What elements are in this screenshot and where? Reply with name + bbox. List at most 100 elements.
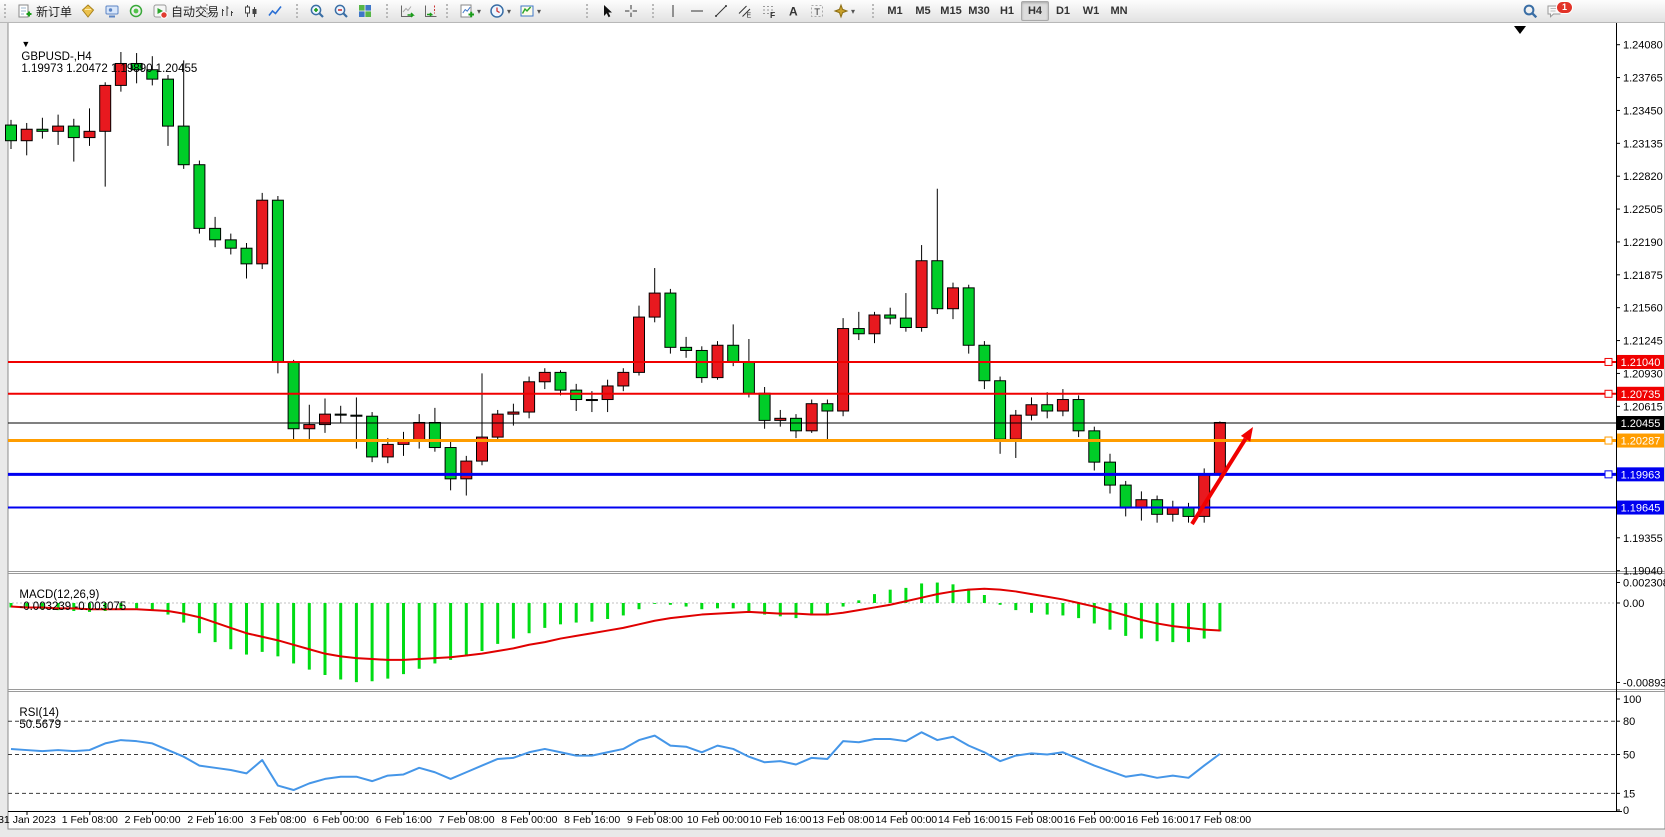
rsi-axis-label: 100 xyxy=(1623,694,1641,706)
chart-canvas[interactable]: 1.21040 1.20735 1.20455 1.20287 1.19963 1.196… xyxy=(0,22,1665,837)
candle-body xyxy=(915,260,928,329)
candle-body xyxy=(83,130,96,139)
candle xyxy=(20,122,33,156)
candle xyxy=(695,346,708,383)
chat-button[interactable]: 1 xyxy=(1542,0,1573,22)
fibonacci-button[interactable]: F xyxy=(757,0,781,22)
pane-separator[interactable] xyxy=(8,571,1665,572)
candle-body xyxy=(664,292,677,348)
macd-indicator-label: MACD(12,26,9) -0.003239 -0.003075 xyxy=(13,577,126,613)
zoom-out-button[interactable] xyxy=(329,0,353,22)
timeframe-h1[interactable]: H1 xyxy=(999,5,1015,17)
terminal-button[interactable] xyxy=(100,0,124,22)
new-order-button[interactable]: 新订单 xyxy=(13,0,76,22)
candlestick-chart-button[interactable] xyxy=(239,0,263,22)
search-button[interactable] xyxy=(1518,0,1542,22)
zoom-in-button[interactable] xyxy=(305,0,329,22)
candle xyxy=(1041,392,1054,419)
candle-body xyxy=(36,128,49,132)
arrow-objects-icon xyxy=(833,3,849,19)
candle xyxy=(366,412,379,463)
chart-symbol: GBPUSD-,H4 xyxy=(21,51,92,63)
market-watch-button[interactable] xyxy=(76,0,100,22)
price-level-badge xyxy=(1617,354,1664,369)
candle-body xyxy=(931,260,944,310)
line-handle[interactable] xyxy=(1604,357,1613,366)
price-axis-label: 1.22190 xyxy=(1623,237,1663,249)
candle-body xyxy=(99,84,112,132)
pane-separator[interactable] xyxy=(8,689,1665,690)
candle xyxy=(915,245,928,332)
candle xyxy=(805,399,818,433)
candle-body xyxy=(790,417,802,432)
price-axis-label: 1.22820 xyxy=(1623,171,1663,183)
time-axis-label: 14 Feb 16:00 xyxy=(938,814,1000,826)
arrow-objects-button[interactable]: ▾ xyxy=(829,0,859,22)
chart-shift-marker[interactable] xyxy=(1514,26,1526,34)
candle-body xyxy=(428,421,441,449)
candle xyxy=(868,311,881,344)
candle xyxy=(664,288,677,354)
channel-button[interactable]: E xyxy=(733,0,757,22)
templates-button[interactable]: ▾ xyxy=(515,0,545,22)
timeframe-m30[interactable]: M30 xyxy=(968,5,990,17)
candle-body xyxy=(852,328,865,335)
crosshair-button[interactable] xyxy=(619,0,643,22)
timeframe-m1[interactable]: M1 xyxy=(887,5,903,17)
time-axis-label: 16 Feb 00:00 xyxy=(1064,814,1126,826)
candle-body xyxy=(774,417,787,421)
line-handle[interactable] xyxy=(1604,389,1613,398)
timeframe-d1[interactable]: D1 xyxy=(1055,5,1071,17)
arrow-annotation-head[interactable] xyxy=(1240,427,1253,442)
line-chart-button[interactable] xyxy=(263,0,287,22)
candle xyxy=(114,52,127,92)
timeframe-m15[interactable]: M15 xyxy=(940,5,962,17)
zoom-in-icon xyxy=(309,3,325,19)
price-level-badge-text: 1.20455 xyxy=(1621,418,1661,430)
new-chart-button[interactable]: ▾ xyxy=(455,0,485,22)
signal-icon xyxy=(128,3,144,19)
clock-icon xyxy=(489,3,505,19)
candle-body xyxy=(130,62,143,71)
price-level-badge-text: 1.21040 xyxy=(1621,357,1661,369)
periods-button[interactable]: ▾ xyxy=(485,0,515,22)
candle-body xyxy=(947,287,959,310)
pane-separator[interactable] xyxy=(8,573,1665,574)
candle xyxy=(837,318,850,417)
timeframe-toolbar: M1 M5 M15 M30 H1 H4 D1 W1 MN xyxy=(872,0,1133,22)
line-handle[interactable] xyxy=(1604,470,1613,479)
timeframe-h4[interactable]: H4 xyxy=(1021,1,1049,21)
candle xyxy=(146,56,159,86)
macd-axis-label: 0.002308 xyxy=(1623,577,1665,589)
candle xyxy=(554,370,567,396)
timeframe-mn[interactable]: MN xyxy=(1110,5,1128,17)
price-axis-label: 1.21560 xyxy=(1623,303,1663,315)
text-label-button[interactable]: T xyxy=(805,0,829,22)
bar-chart-button[interactable] xyxy=(215,0,239,22)
tile-windows-button[interactable] xyxy=(353,0,377,22)
vertical-line-button[interactable] xyxy=(661,0,685,22)
text-button[interactable]: A xyxy=(781,0,805,22)
trendline-button[interactable] xyxy=(709,0,733,22)
pane-separator[interactable] xyxy=(8,691,1665,692)
price-level-badge xyxy=(1617,467,1664,482)
chart-shift-button[interactable] xyxy=(419,0,443,22)
horizontal-line-button[interactable] xyxy=(685,0,709,22)
candle-body xyxy=(319,413,331,426)
vline-icon xyxy=(665,3,681,19)
svg-text:E: E xyxy=(747,13,752,20)
candle xyxy=(177,60,190,169)
one-click-toggle-icon[interactable]: ▼ xyxy=(21,39,31,49)
candle xyxy=(617,368,630,392)
signals-button[interactable] xyxy=(124,0,148,22)
timeframe-w1[interactable]: W1 xyxy=(1082,5,1100,17)
cursor-button[interactable] xyxy=(595,0,619,22)
auto-scroll-button[interactable] xyxy=(395,0,419,22)
price-axis-label: 1.23765 xyxy=(1623,73,1663,85)
price-level-badge-text: 1.20287 xyxy=(1621,436,1661,448)
candle-body xyxy=(224,239,237,249)
arrow-annotation[interactable] xyxy=(1190,437,1248,526)
line-handle[interactable] xyxy=(1604,436,1613,445)
time-axis-label: 10 Feb 00:00 xyxy=(687,814,749,826)
timeframe-m5[interactable]: M5 xyxy=(915,5,931,17)
